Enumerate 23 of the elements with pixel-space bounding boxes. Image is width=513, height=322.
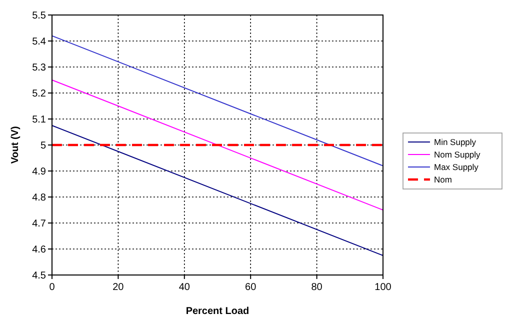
y-tick-label: 5.1	[32, 114, 46, 126]
x-tick-label: 80	[311, 282, 323, 293]
y-tick-label: 4.8	[32, 192, 46, 204]
y-tick-label: 5.2	[32, 88, 46, 100]
legend-label: Nom	[434, 174, 452, 184]
y-axis-title: Vout (V)	[10, 126, 21, 164]
x-tick-label: 40	[178, 282, 190, 293]
x-tick-label: 100	[374, 282, 392, 293]
y-tick-label: 4.7	[32, 218, 46, 230]
y-tick-label: 5.4	[32, 36, 46, 48]
legend-label: Min Supply	[434, 137, 477, 147]
legend-label: Nom Supply	[434, 150, 482, 160]
y-tick-label: 5.3	[32, 62, 46, 74]
x-tick-label: 60	[245, 282, 257, 293]
y-tick-label: 5	[40, 140, 46, 152]
legend-label: Max Supply	[434, 162, 480, 172]
x-tick-label: 20	[112, 282, 124, 293]
x-tick-label: 0	[49, 282, 56, 293]
y-tick-label: 4.5	[32, 270, 46, 282]
y-tick-label: 5.5	[32, 10, 46, 22]
y-tick-label: 4.6	[32, 244, 46, 256]
x-axis-title: Percent Load	[186, 306, 250, 317]
y-tick-label: 4.9	[32, 166, 46, 178]
